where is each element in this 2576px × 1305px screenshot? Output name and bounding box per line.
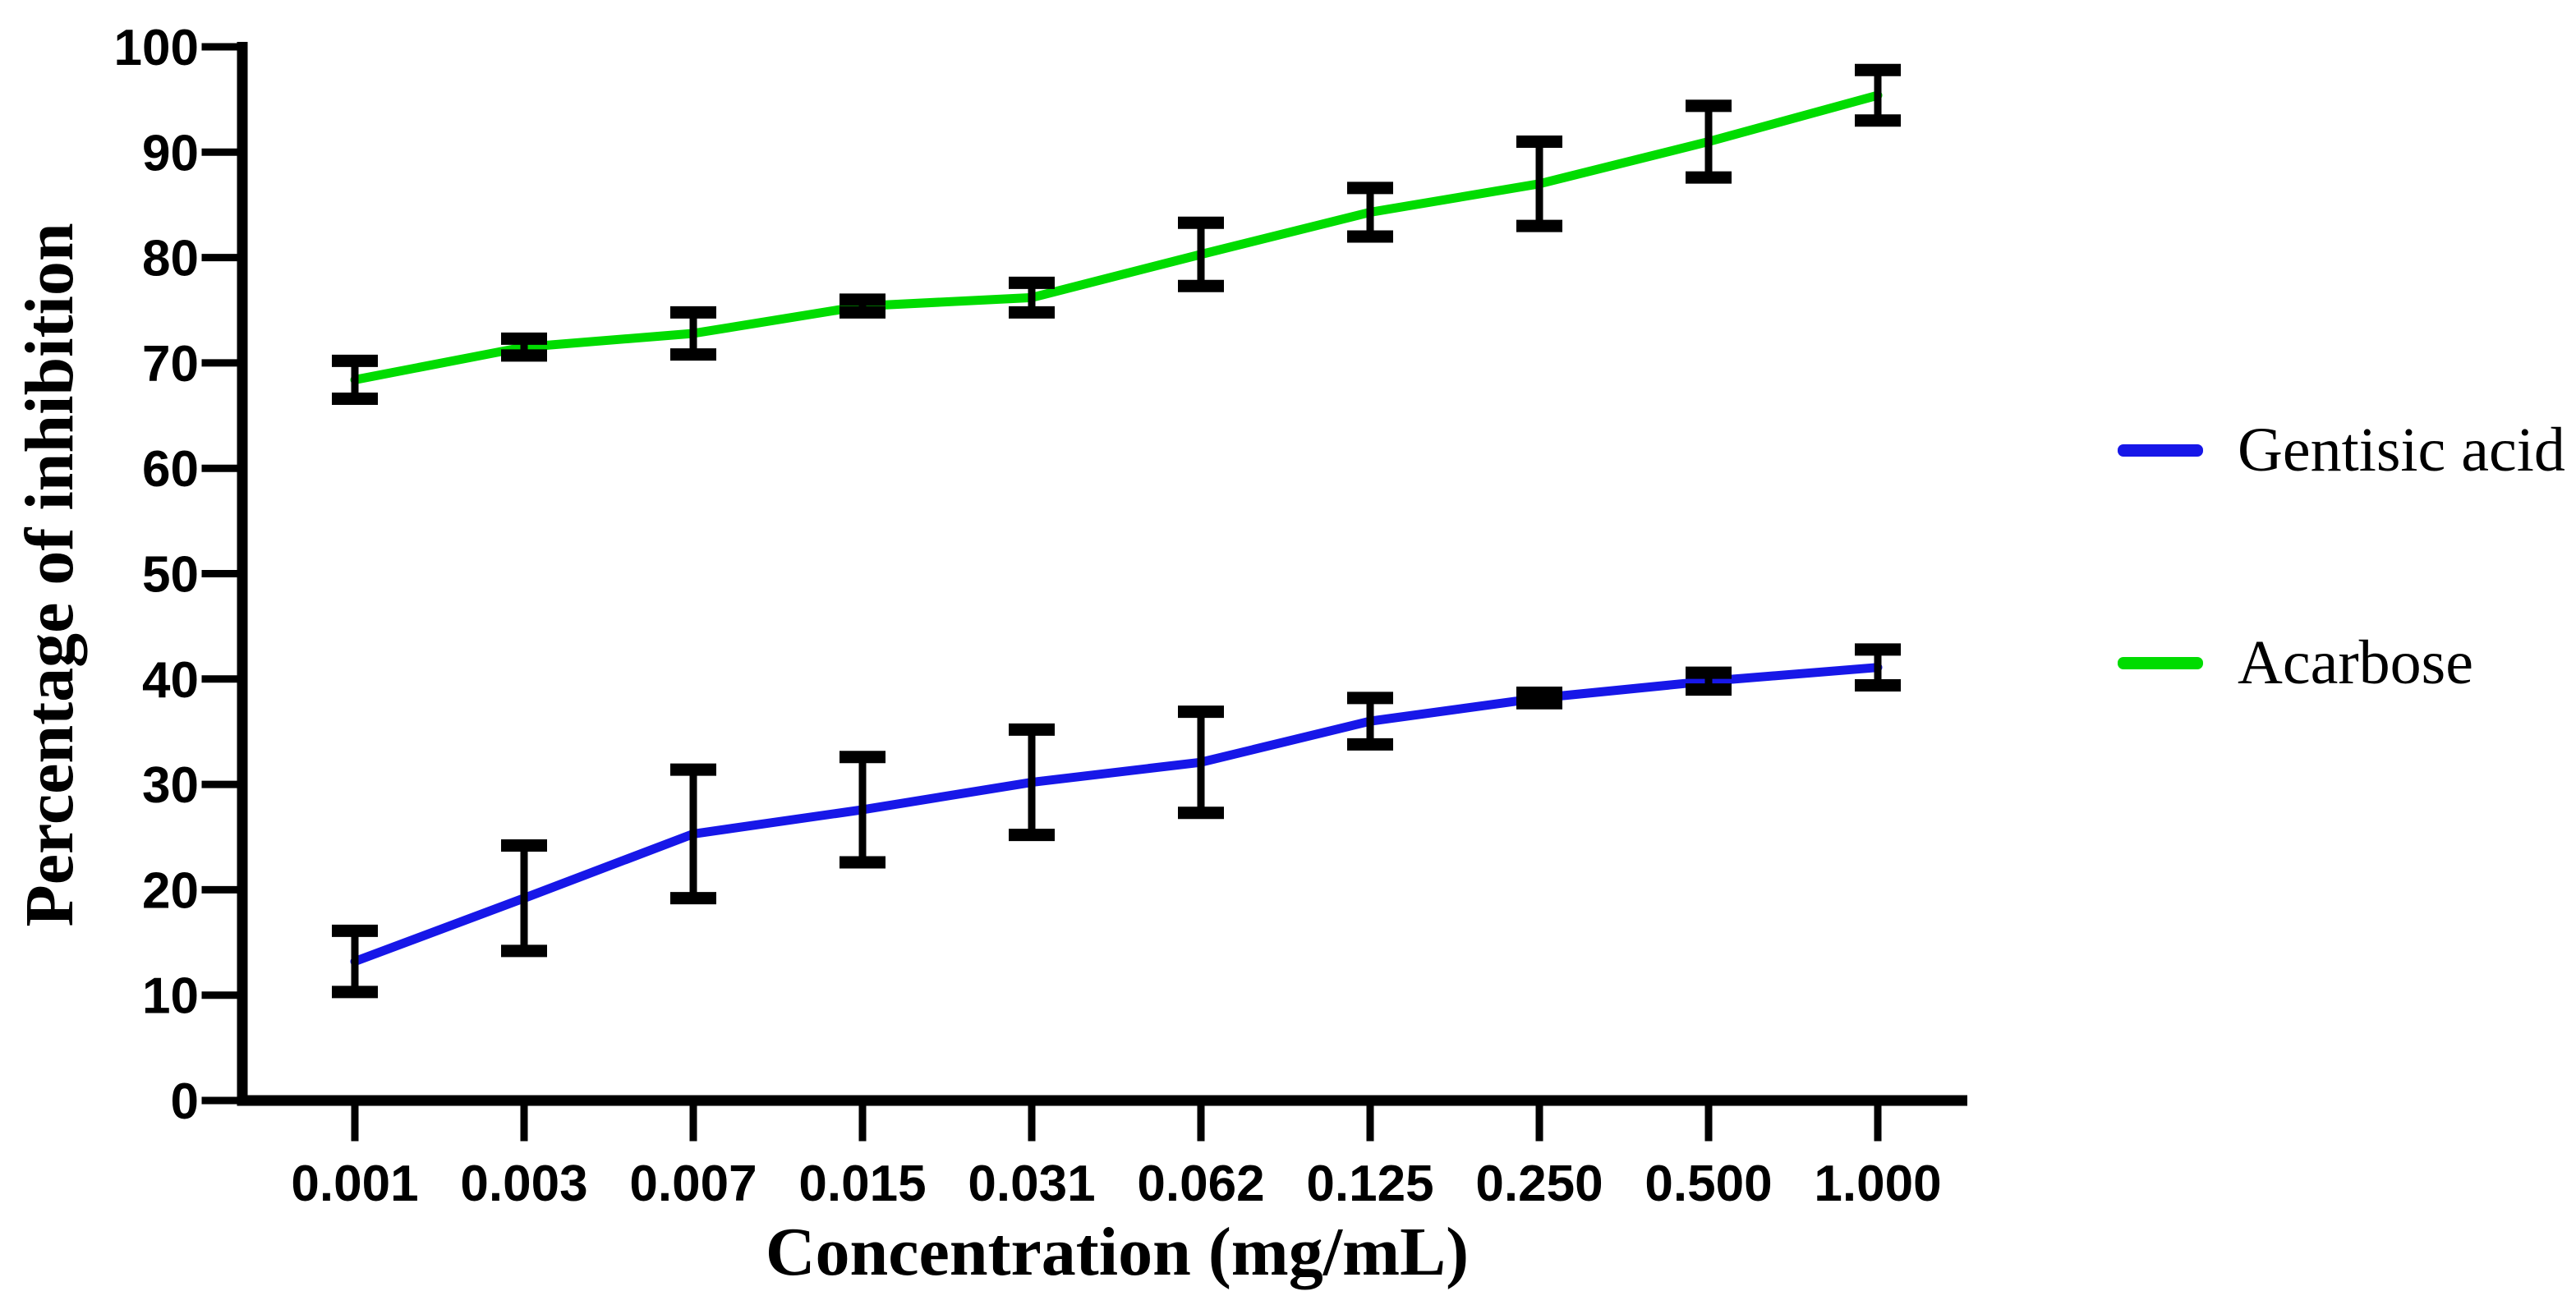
y-tick-label: 30	[142, 757, 199, 814]
x-axis-ticks	[351, 1105, 1882, 1142]
legend-item-acarbose: Acarbose	[2118, 622, 2473, 704]
x-tick-label: 0.031	[968, 1156, 1095, 1212]
x-tick-label: 0.001	[291, 1156, 418, 1212]
axes	[237, 42, 1967, 1106]
y-axis-title: Percentage of inhibition	[12, 223, 88, 926]
y-tick-label: 0	[171, 1073, 199, 1130]
y-tick-label: 40	[142, 652, 199, 709]
x-tick-label: 0.015	[798, 1156, 926, 1212]
x-tick-label: 0.500	[1644, 1156, 1772, 1212]
y-tick-label: 90	[142, 125, 199, 182]
y-tick-label: 70	[142, 336, 199, 393]
y-tick-label: 20	[142, 862, 199, 919]
y-tick-label: 60	[142, 441, 199, 498]
x-tick-label: 0.062	[1137, 1156, 1264, 1212]
error-bars	[332, 63, 1901, 999]
legend: Gentisic acid Acarbose	[2118, 0, 2576, 1305]
y-tick-label: 100	[114, 20, 199, 76]
x-tick-label: 0.250	[1475, 1156, 1603, 1212]
acarbose-line-swatch	[2118, 656, 2203, 669]
x-tick-label: 0.007	[629, 1156, 757, 1212]
x-tick-label: 0.003	[460, 1156, 587, 1212]
series-lines	[350, 90, 1883, 967]
y-axis-ticks	[201, 43, 237, 1105]
legend-label-gentisic-acid: Gentisic acid	[2238, 416, 2565, 485]
x-axis-title: Concentration (mg/mL)	[766, 1214, 1469, 1290]
x-tick-label: 1.000	[1814, 1156, 1941, 1212]
y-tick-label: 50	[142, 547, 199, 604]
x-tick-labels: 0.001 0.003 0.007 0.015 0.031 0.062 0.125 0.250…	[291, 1156, 1941, 1212]
gentisic-acid-line-swatch	[2118, 443, 2203, 457]
y-tick-labels: 0 10 20 30 40 50 60 70 80 90 100	[114, 20, 199, 1130]
x-tick-label: 0.125	[1306, 1156, 1433, 1212]
gentisic-acid-line	[350, 663, 1883, 967]
acarbose-line	[350, 90, 1883, 384]
legend-item-gentisic-acid: Gentisic acid	[2118, 409, 2565, 491]
y-tick-label: 80	[142, 231, 199, 287]
legend-label-acarbose: Acarbose	[2238, 628, 2473, 697]
y-tick-label: 10	[142, 968, 199, 1025]
